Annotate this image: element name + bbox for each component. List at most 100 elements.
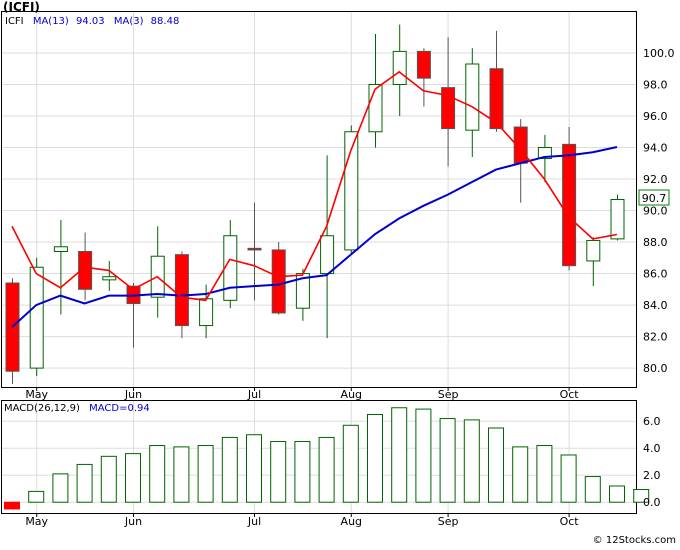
candle-body-up [53, 246, 68, 252]
macd-x-tick-label: Jul [247, 515, 261, 528]
macd-bar [318, 436, 335, 503]
price-y-tick: 86.0 [643, 268, 668, 281]
candle-body-up [465, 63, 480, 131]
macd-bar [342, 424, 359, 503]
candle-body-up [29, 266, 44, 369]
last-price-badge: 90.7 [642, 192, 667, 205]
candle [537, 134, 552, 183]
candle [247, 202, 262, 301]
axis-labels: 80.0 82.0 84.0 86.0 88.0 90.0 92.0 94.0 96.0 98.0… [25, 47, 674, 528]
chart-title: (ICFI) [3, 0, 40, 14]
macd-y-tick: 0.0 [643, 496, 661, 509]
macd-bar [536, 445, 553, 503]
candle-body-down [78, 250, 93, 290]
macd-bar [367, 413, 383, 503]
price-y-tick: 88.0 [643, 236, 668, 249]
candle [29, 257, 44, 376]
price-y-tick: 90.0 [643, 205, 668, 218]
macd-bar [149, 445, 166, 503]
price-legend: ICFI MA(13) 94.03 MA(3) 88.48 [5, 16, 179, 27]
candle [392, 24, 407, 116]
macd-bar [173, 446, 190, 503]
macd-x-tick-label: Oct [560, 515, 580, 528]
candle-body-down [247, 247, 262, 251]
macd-bar [584, 476, 601, 503]
macd-legend: MACD(26,12,9) MACD=0.94 [4, 403, 150, 414]
candle [610, 194, 625, 241]
macd-bar [28, 490, 45, 503]
candle-body-up [610, 199, 625, 240]
ma13-line [11, 146, 618, 328]
macd-bar [52, 473, 69, 503]
macd-bar [221, 436, 238, 503]
macd-bar [125, 453, 141, 503]
price-y-tick: 100.0 [643, 47, 675, 60]
candle [344, 125, 359, 254]
macd-bar [76, 463, 93, 503]
last-price-badge-box [638, 189, 670, 206]
macd-bar-negative [4, 501, 20, 510]
candle-body-down [416, 50, 431, 79]
candle [102, 260, 117, 291]
macd-bar [488, 427, 504, 503]
candle [465, 48, 480, 157]
candle-body-up [368, 83, 383, 133]
macd-x-tick-label: May [25, 515, 48, 528]
price-x-tick-label: Aug [341, 388, 362, 401]
candle-body-up [537, 147, 552, 160]
candle [223, 219, 238, 309]
candle-body-up [392, 50, 407, 85]
macd-legend-label: MACD(26,12,9) [4, 403, 80, 414]
macd-y-tick: 4.0 [643, 442, 661, 455]
price-y-tick: 98.0 [643, 78, 668, 91]
macd-y-tick: 2.0 [643, 469, 661, 482]
macd-bar [463, 419, 480, 503]
price-grid [2, 12, 636, 387]
candle [53, 219, 68, 315]
macd-y-tick: 6.0 [643, 415, 661, 428]
macd-marks [4, 407, 650, 510]
macd-bar [270, 440, 287, 503]
price-y-tick: 80.0 [643, 362, 668, 375]
candle-body-down [174, 254, 189, 327]
candle-body-up [199, 298, 214, 327]
macd-bar [560, 454, 577, 503]
macd-bar [439, 418, 456, 503]
legend-ma3-label: MA(3) [114, 16, 144, 27]
ma3-line [11, 70, 618, 302]
price-y-tick: 96.0 [643, 110, 668, 123]
legend-ma13-label: MA(13) [33, 16, 69, 27]
macd-x-tick-label: Aug [341, 515, 362, 528]
macd-bar [294, 440, 311, 503]
price-x-tick-label: Oct [560, 388, 580, 401]
watermark: © 12Stocks.com [593, 535, 676, 546]
macd-x-tick-label: Sep [438, 515, 459, 528]
candle [489, 30, 504, 132]
candle-body-up [586, 239, 601, 262]
macd-bar [197, 445, 214, 503]
candle-body-down [271, 249, 286, 314]
candle [562, 127, 577, 271]
macd-bar [512, 446, 529, 503]
candle [78, 232, 93, 301]
candle [586, 237, 601, 287]
price-panel-frame [1, 11, 637, 388]
macd-bar [391, 407, 408, 503]
candle [5, 278, 20, 384]
price-x-tick-label: Sep [438, 388, 459, 401]
macd-bar [246, 434, 262, 503]
price-y-tick: 94.0 [643, 142, 668, 155]
candle-body-up [102, 276, 117, 281]
candle [416, 48, 431, 107]
macd-x-tick-label: Jun [124, 515, 142, 528]
price-x-tick-label: Jul [247, 388, 261, 401]
candle-body-up [223, 235, 238, 301]
macd-bar [100, 455, 117, 503]
candle-body-down [489, 68, 504, 130]
price-y-tick: 84.0 [643, 299, 668, 312]
candle-body-up [320, 235, 335, 275]
price-marks [5, 24, 625, 384]
price-x-tick-label: Jun [124, 388, 142, 401]
